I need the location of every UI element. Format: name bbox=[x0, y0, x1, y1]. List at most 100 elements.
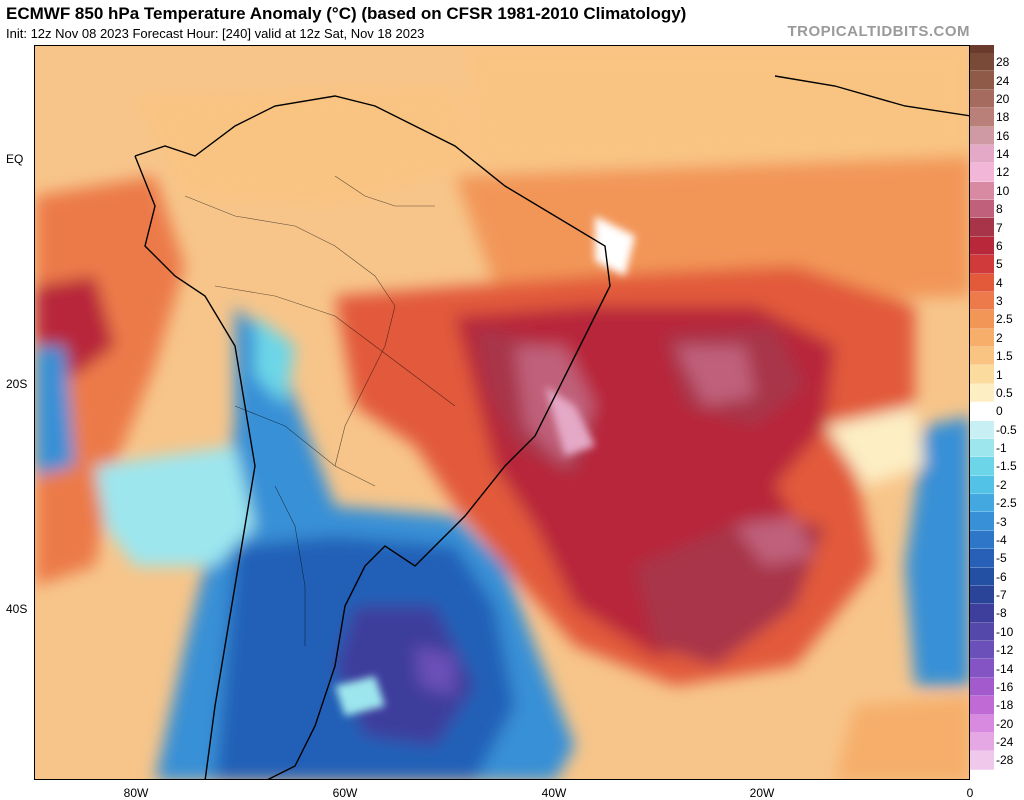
colorbar-label: 2 bbox=[996, 330, 1003, 345]
colorbar-label: -8 bbox=[996, 606, 1007, 621]
colorbar-row: 0 bbox=[970, 402, 1024, 421]
colorbar-label: 6 bbox=[996, 238, 1003, 253]
colorbar-row: 5 bbox=[970, 255, 1024, 274]
colorbar-row: 24 bbox=[970, 71, 1024, 90]
colorbar-swatch bbox=[970, 89, 994, 109]
colorbar-swatch bbox=[970, 530, 994, 550]
colorbar-label: -6 bbox=[996, 569, 1007, 584]
colorbar-label: 2.5 bbox=[996, 312, 1013, 327]
lat-label-eq: EQ bbox=[6, 152, 24, 166]
colorbar-swatch bbox=[970, 659, 994, 678]
colorbar-label: 12 bbox=[996, 165, 1010, 180]
colorbar-row: -7 bbox=[970, 585, 1024, 605]
colorbar-row: -8 bbox=[970, 604, 1024, 623]
colorbar-row: -1 bbox=[970, 438, 1024, 458]
colorbar-swatch bbox=[970, 181, 994, 200]
colorbar-label: 8 bbox=[996, 202, 1003, 217]
colorbar-swatch bbox=[970, 310, 994, 329]
colorbar-row: 0.5 bbox=[970, 383, 1024, 403]
colorbar-label: -28 bbox=[996, 753, 1014, 768]
colorbar-swatch bbox=[970, 696, 994, 715]
colorbar-row: -6 bbox=[970, 567, 1024, 586]
lat-label-40s: 40S bbox=[6, 602, 28, 616]
colorbar-row: -0.5 bbox=[970, 420, 1024, 439]
colorbar-row: 12 bbox=[970, 163, 1024, 182]
lon-label-80w: 80W bbox=[123, 786, 149, 800]
anomaly-map bbox=[34, 45, 970, 780]
colorbar-row: -2.5 bbox=[970, 494, 1024, 513]
colorbar-row: 2.5 bbox=[970, 310, 1024, 329]
colorbar-swatch bbox=[970, 641, 994, 660]
colorbar-label: -2 bbox=[996, 477, 1007, 492]
colorbar-swatch bbox=[970, 751, 994, 770]
colorbar-swatch bbox=[970, 438, 994, 458]
colorbar-swatch bbox=[970, 273, 994, 292]
colorbar-label: 0.5 bbox=[996, 385, 1013, 400]
borders bbox=[184, 175, 456, 646]
anomaly-field bbox=[35, 46, 969, 779]
colorbar-row: -28 bbox=[970, 751, 1024, 770]
colorbar-row: -16 bbox=[970, 677, 1024, 697]
colorbar-swatch bbox=[970, 200, 994, 219]
colorbar-row: 10 bbox=[970, 181, 1024, 200]
colorbar-label: 10 bbox=[996, 183, 1010, 198]
colorbar-label: -0.5 bbox=[996, 422, 1017, 437]
colorbar-swatch bbox=[970, 291, 994, 311]
colorbar-row: 28 bbox=[970, 53, 1024, 72]
colorbar-label: 1.5 bbox=[996, 349, 1013, 364]
colorbar-swatch bbox=[970, 475, 994, 494]
colorbar-swatch bbox=[970, 144, 994, 164]
colorbar-swatch bbox=[970, 383, 994, 403]
map-title: ECMWF 850 hPa Temperature Anomaly (°C) (… bbox=[6, 4, 687, 23]
colorbar-swatch bbox=[970, 108, 994, 127]
colorbar-swatch bbox=[970, 732, 994, 752]
colorbar-label: 18 bbox=[996, 110, 1010, 125]
colorbar-swatch bbox=[970, 53, 994, 72]
colorbar-swatch bbox=[970, 457, 994, 476]
colorbar-swatch bbox=[970, 328, 994, 347]
colorbar-swatch bbox=[970, 494, 994, 513]
colorbar-row: 8 bbox=[970, 200, 1024, 219]
colorbar-swatch bbox=[970, 567, 994, 586]
colorbar-row: -10 bbox=[970, 622, 1024, 641]
map-subtitle: Init: 12z Nov 08 2023 Forecast Hour: [24… bbox=[6, 26, 425, 41]
colorbar-swatch bbox=[970, 71, 994, 90]
colorbar-label: -1 bbox=[996, 441, 1007, 456]
coastlines bbox=[134, 75, 969, 779]
colorbar-label: 5 bbox=[996, 257, 1003, 272]
colorbar-row: 7 bbox=[970, 218, 1024, 237]
colorbar-row: 18 bbox=[970, 108, 1024, 127]
colorbar-label: 24 bbox=[996, 73, 1010, 88]
brand-watermark: TROPICALTIDBITS.COM bbox=[787, 23, 970, 40]
colorbar-label: -14 bbox=[996, 661, 1014, 676]
colorbar-swatch bbox=[970, 714, 994, 733]
colorbar-label: -3 bbox=[996, 514, 1007, 529]
colorbar-label: -16 bbox=[996, 679, 1014, 694]
colorbar-row: -14 bbox=[970, 659, 1024, 678]
colorbar-swatch bbox=[970, 512, 994, 531]
colorbar-swatch bbox=[970, 622, 994, 641]
colorbar-swatch bbox=[970, 236, 994, 256]
colorbar-row: -20 bbox=[970, 714, 1024, 733]
colorbar-label: -1.5 bbox=[996, 459, 1017, 474]
colorbar-row: 16 bbox=[970, 126, 1024, 145]
lon-label-40w: 40W bbox=[541, 786, 567, 800]
colorbar-label: -5 bbox=[996, 551, 1007, 566]
colorbar-label: 28 bbox=[996, 55, 1010, 70]
lon-label-20w: 20W bbox=[749, 786, 775, 800]
colorbar-swatch bbox=[970, 677, 994, 697]
colorbar-swatch bbox=[970, 604, 994, 623]
colorbar-label: 14 bbox=[996, 147, 1010, 162]
colorbar-label: 1 bbox=[996, 367, 1003, 382]
colorbar-swatch bbox=[970, 420, 994, 439]
colorbar-swatch bbox=[970, 402, 994, 421]
colorbar-row: -4 bbox=[970, 530, 1024, 550]
colorbar-row: -5 bbox=[970, 549, 1024, 568]
colorbar-row: 4 bbox=[970, 273, 1024, 292]
colorbar-swatch bbox=[970, 365, 994, 384]
colorbar-row: 14 bbox=[970, 144, 1024, 164]
colorbar-row: -1.5 bbox=[970, 457, 1024, 476]
colorbar-swatch bbox=[970, 255, 994, 274]
colorbar-label: 4 bbox=[996, 275, 1003, 290]
colorbar-label: -20 bbox=[996, 716, 1014, 731]
